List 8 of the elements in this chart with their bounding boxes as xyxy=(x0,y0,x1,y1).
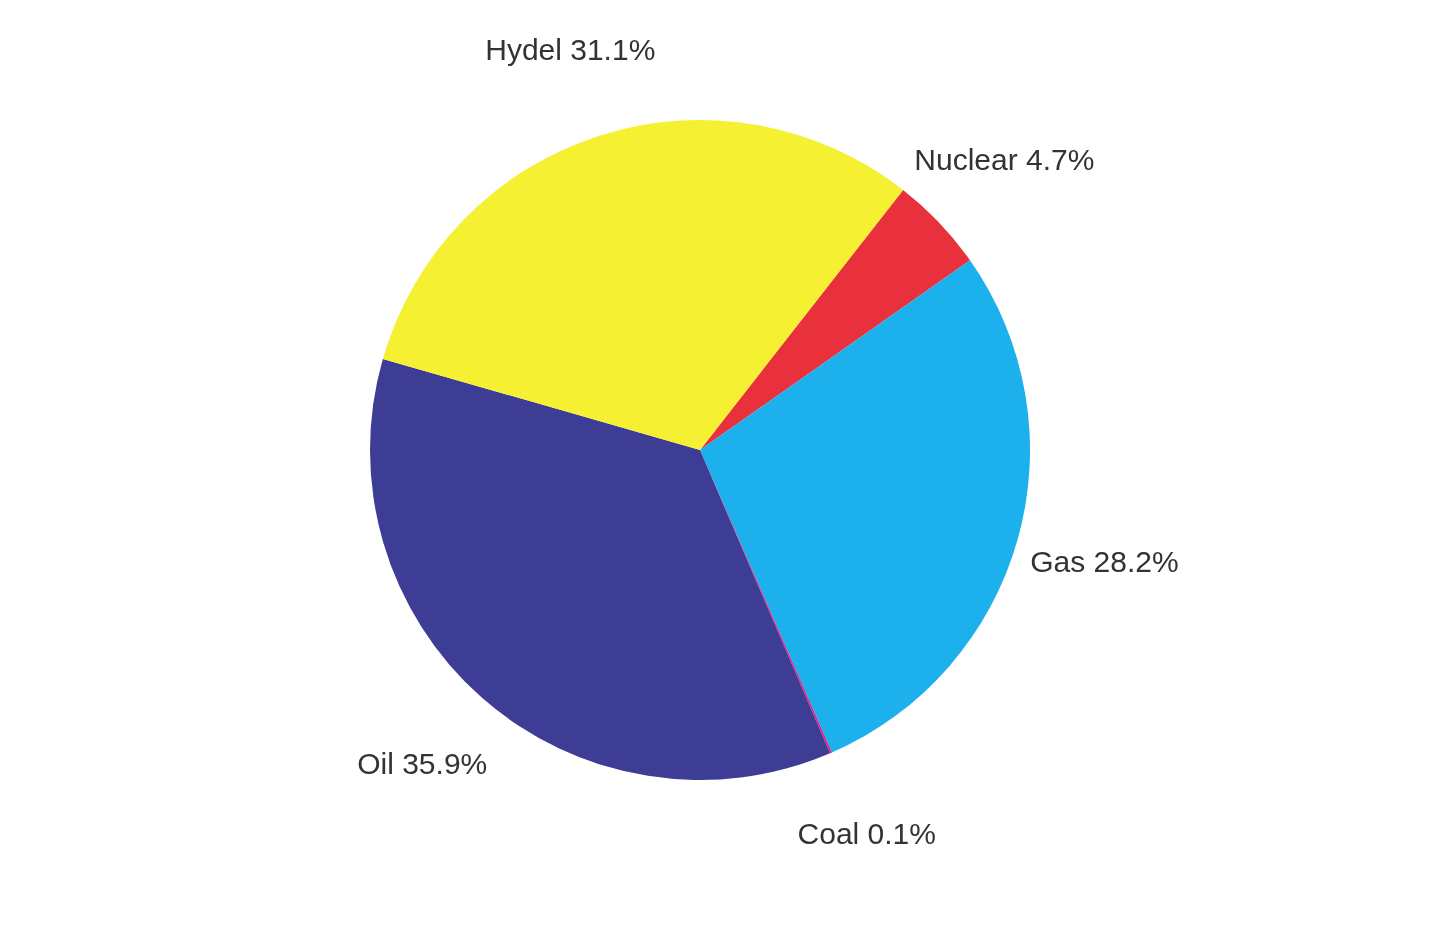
slice-label: Gas 28.2% xyxy=(1030,545,1179,579)
pie-slice xyxy=(700,260,1030,753)
pie-slice xyxy=(382,120,904,450)
slice-label: Nuclear 4.7% xyxy=(914,142,1095,176)
slice-label: Coal 0.1% xyxy=(797,817,936,851)
slice-label: Hydel 31.1% xyxy=(485,32,656,66)
pie-slice xyxy=(700,189,971,450)
slice-label: Oil 35.9% xyxy=(357,747,488,781)
